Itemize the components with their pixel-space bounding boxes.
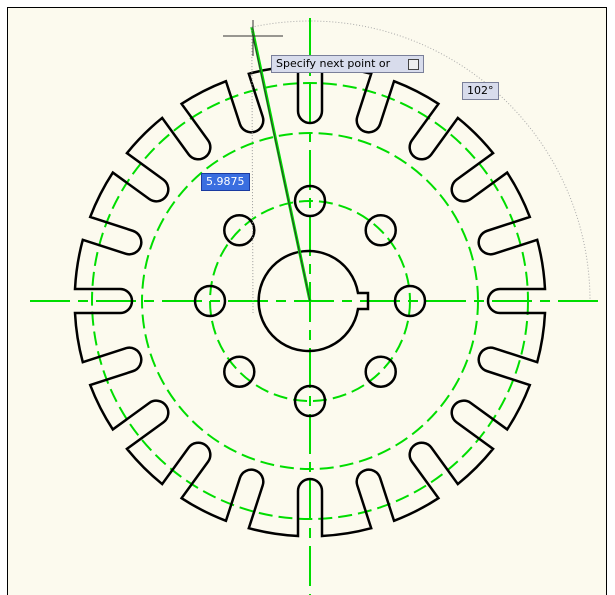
rubber-band [253, 36, 310, 301]
distance-input[interactable]: 5.9875 [201, 173, 250, 191]
bolt-hole [366, 357, 396, 387]
angle-tooltip: 102° [462, 82, 499, 100]
options-icon[interactable] [408, 59, 419, 70]
drawing-viewport[interactable]: Specify next point or 102° 5.9875 [7, 7, 607, 595]
prompt-text: Specify next point or [276, 57, 390, 70]
command-prompt-tooltip: Specify next point or [271, 55, 424, 73]
gear-drawing [30, 18, 598, 595]
extension [252, 27, 253, 313]
drawing [8, 8, 606, 595]
bolt-hole [224, 357, 254, 387]
